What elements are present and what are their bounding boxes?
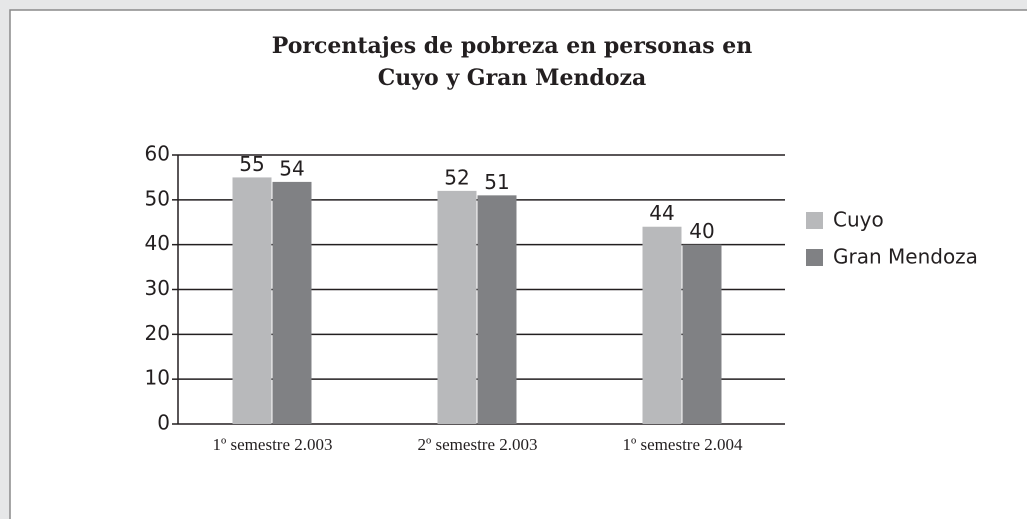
value-label: 44 xyxy=(649,201,674,225)
value-label: 52 xyxy=(444,165,469,189)
y-tick-label: 20 xyxy=(145,321,170,345)
legend-label: Gran Mendoza xyxy=(833,245,978,269)
frame xyxy=(9,9,1027,519)
y-tick-label: 30 xyxy=(145,276,170,300)
bar xyxy=(437,190,477,424)
y-tick-label: 50 xyxy=(145,186,170,210)
bar xyxy=(232,177,272,424)
y-tick-label: 40 xyxy=(145,231,170,255)
x-tick-label: 1º semestre 2.004 xyxy=(623,435,743,454)
value-label: 55 xyxy=(239,152,264,176)
y-tick-label: 60 xyxy=(145,142,170,166)
value-label: 40 xyxy=(689,219,714,243)
bar xyxy=(682,244,722,424)
value-label: 54 xyxy=(279,156,304,180)
legend-swatch xyxy=(806,249,823,266)
x-tick-label: 1º semestre 2.003 xyxy=(213,435,333,454)
bar xyxy=(272,181,312,424)
y-tick-label: 10 xyxy=(145,366,170,390)
chart-title: Cuyo y Gran Mendoza xyxy=(378,65,647,91)
bar xyxy=(642,226,682,424)
x-tick-label: 2º semestre 2.003 xyxy=(418,435,538,454)
y-tick-label: 0 xyxy=(157,411,170,435)
chart-title: Porcentajes de pobreza en personas en xyxy=(272,33,752,59)
legend-swatch xyxy=(806,212,823,229)
bar xyxy=(477,195,517,424)
legend-label: Cuyo xyxy=(833,208,884,232)
value-label: 51 xyxy=(484,170,509,194)
